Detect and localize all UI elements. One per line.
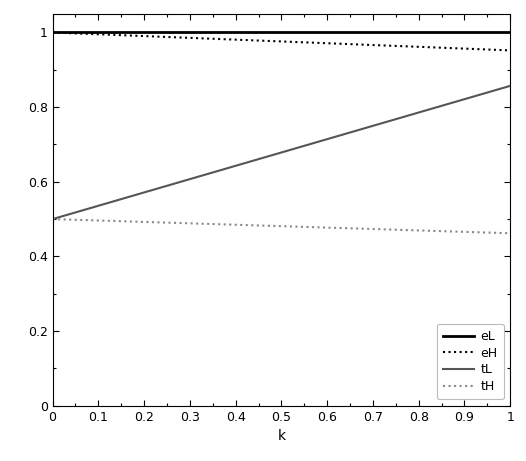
- eH: [235, 37, 241, 42]
- eL: [96, 30, 103, 35]
- Line: tL: tL: [53, 86, 510, 219]
- tL: [49, 216, 56, 222]
- tL: [507, 83, 513, 89]
- eH: [406, 44, 412, 49]
- eH: [414, 44, 421, 49]
- eH: [49, 30, 56, 35]
- Legend: eL, eH, tL, tH: eL, eH, tL, tH: [437, 324, 504, 399]
- tH: [235, 222, 241, 228]
- tL: [406, 112, 412, 118]
- eL: [507, 30, 513, 35]
- tH: [406, 227, 412, 233]
- Line: eH: eH: [53, 32, 510, 50]
- eH: [363, 42, 370, 47]
- eL: [49, 30, 56, 35]
- X-axis label: k: k: [277, 429, 286, 443]
- eH: [251, 38, 257, 43]
- eL: [414, 30, 421, 35]
- tL: [96, 203, 103, 208]
- tL: [235, 162, 241, 168]
- tH: [49, 216, 56, 222]
- Line: tH: tH: [53, 219, 510, 233]
- tH: [251, 223, 257, 228]
- eL: [251, 30, 257, 35]
- eL: [235, 30, 241, 35]
- tH: [507, 230, 513, 236]
- eH: [507, 47, 513, 53]
- eL: [406, 30, 412, 35]
- eH: [96, 31, 103, 37]
- tH: [96, 218, 103, 223]
- eL: [363, 30, 370, 35]
- tH: [363, 226, 370, 231]
- tH: [414, 228, 421, 233]
- tL: [414, 110, 421, 116]
- tL: [251, 158, 257, 163]
- tL: [363, 125, 370, 130]
